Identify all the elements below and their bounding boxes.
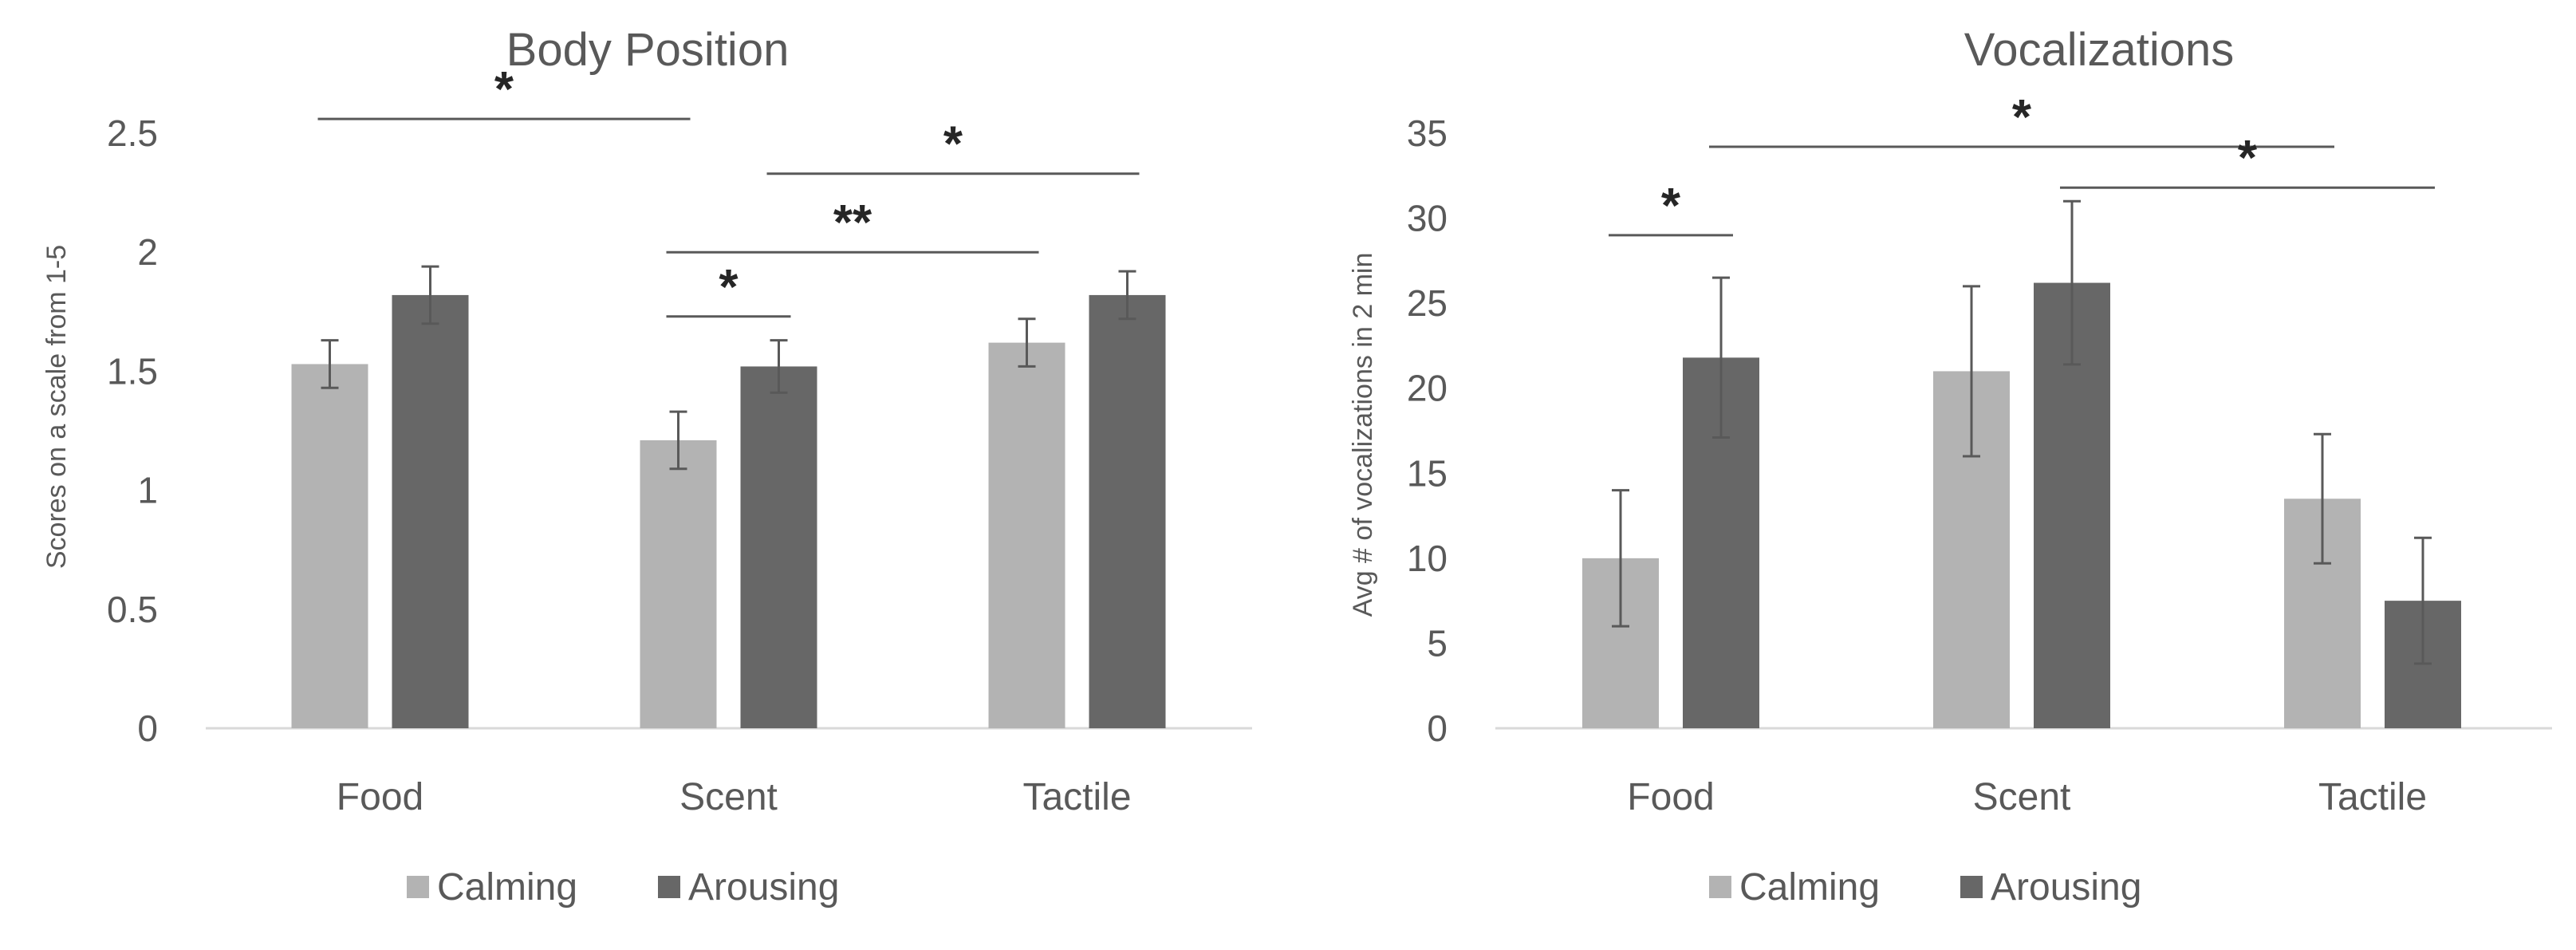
y-tick-label: 0: [1427, 708, 1448, 749]
chart-title: Vocalizations: [1964, 24, 2235, 76]
bar-food-arousing: [392, 294, 469, 728]
y-tick-label: 35: [1407, 112, 1448, 154]
error-bar-food-arousing: [1712, 276, 1730, 440]
significance-annotation: *: [2060, 131, 2435, 189]
y-tick-label: 30: [1407, 198, 1448, 239]
y-tick-label: 10: [1407, 538, 1448, 579]
error-bar-scent-calming: [669, 410, 687, 471]
significance-annotation: *: [1709, 90, 2334, 148]
y-tick-label: 1.5: [107, 350, 158, 392]
bar-food-calming: [291, 364, 368, 728]
significance-label: *: [1661, 179, 1681, 234]
x-tick-label-scent: Scent: [679, 776, 778, 818]
error-bar-scent-calming: [1963, 285, 1980, 458]
legend: Calming Arousing: [1709, 866, 2141, 909]
x-tick-label-tactile: Tactile: [2318, 776, 2427, 818]
y-tick-label: 5: [1427, 622, 1448, 664]
y-tick-label: 1: [137, 470, 158, 511]
legend-label-arousing: Arousing: [1991, 866, 2141, 909]
significance-label: *: [494, 62, 514, 117]
error-bar-tactile-calming: [2314, 432, 2331, 565]
legend-swatch-calming: [1709, 876, 1731, 898]
significance-annotation: **: [666, 195, 1039, 254]
y-axis-label: Scores on a scale from 1-5: [41, 245, 72, 569]
error-bar-food-calming: [1612, 489, 1629, 628]
y-tick-label: 20: [1407, 368, 1448, 409]
x-tick-label-food: Food: [1627, 776, 1714, 818]
y-tick-label: 0.5: [107, 589, 158, 630]
error-bar-food-calming: [321, 339, 339, 389]
bar-tactile-calming: [988, 342, 1065, 728]
significance-annotation: *: [317, 62, 691, 120]
legend-label-arousing: Arousing: [688, 866, 839, 909]
significance-annotation: *: [766, 117, 1140, 175]
legend-swatch-calming: [407, 876, 429, 898]
legend-label-calming: Calming: [437, 866, 577, 909]
x-tick-label-tactile: Tactile: [1022, 776, 1131, 818]
significance-annotation: *: [1609, 179, 1733, 237]
y-tick-label: 0: [137, 708, 158, 749]
significance-label: **: [833, 195, 872, 250]
error-bar-tactile-calming: [1018, 317, 1036, 368]
significance-label: *: [2012, 90, 2032, 145]
bar-scent-calming: [640, 440, 717, 728]
x-tick-label-food: Food: [337, 776, 423, 818]
legend: Calming Arousing: [407, 866, 839, 909]
bar-tactile-arousing: [1089, 294, 1166, 728]
chart-body-position: Body Position Scores on a scale from 1-5…: [41, 24, 1252, 909]
error-bar-scent-arousing: [770, 339, 788, 394]
x-tick-label-scent: Scent: [1973, 776, 2071, 818]
significance-label: *: [2238, 131, 2258, 186]
y-tick-label: 25: [1407, 282, 1448, 324]
legend-label-calming: Calming: [1739, 866, 1880, 909]
legend-swatch-arousing: [1960, 876, 1983, 898]
significance-label: *: [719, 260, 739, 315]
chart-vocalizations: Vocalizations Avg # of vocalizations in …: [1348, 24, 2552, 909]
y-axis-label: Avg # of vocalizations in 2 min: [1348, 253, 1378, 617]
y-tick-label: 15: [1407, 452, 1448, 494]
error-bar-tactile-arousing: [1118, 270, 1136, 321]
error-bar-food-arousing: [421, 265, 439, 325]
error-bar-scent-arousing: [2063, 199, 2081, 366]
y-tick-label: 2: [137, 231, 158, 273]
chart-title: Body Position: [506, 24, 790, 76]
significance-annotation: *: [666, 260, 791, 318]
error-bar-tactile-arousing: [2414, 536, 2432, 665]
legend-swatch-arousing: [658, 876, 680, 898]
bar-scent-arousing: [740, 366, 817, 728]
y-tick-label: 2.5: [107, 112, 158, 154]
significance-label: *: [943, 117, 963, 172]
